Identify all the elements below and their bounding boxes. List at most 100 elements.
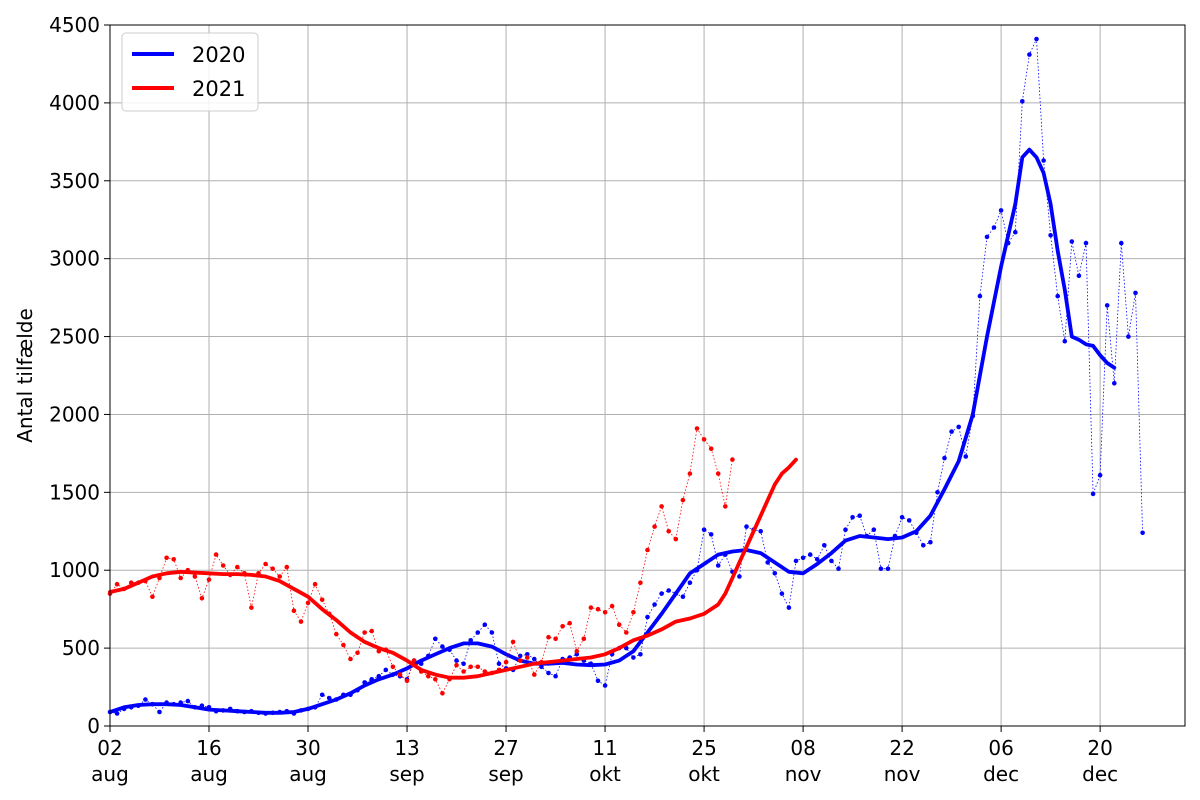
daily-point-2020 <box>489 630 495 635</box>
daily-point-2020 <box>645 614 650 620</box>
daily-point-2021 <box>220 563 226 568</box>
daily-point-2020 <box>715 563 721 568</box>
daily-point-2021 <box>701 437 707 442</box>
y-tick-label: 500 <box>62 636 100 660</box>
y-tick-label: 1500 <box>49 480 100 504</box>
daily-point-2020 <box>857 513 862 518</box>
daily-point-2021 <box>305 600 311 606</box>
daily-point-2021 <box>574 648 580 654</box>
daily-point-2021 <box>341 642 346 648</box>
y-tick-label: 3000 <box>49 247 100 271</box>
daily-point-2020 <box>143 697 148 702</box>
daily-point-2021 <box>270 566 276 571</box>
daily-point-2020 <box>998 208 1004 213</box>
x-tick-label-month: aug <box>91 762 129 786</box>
daily-point-2021 <box>673 536 679 542</box>
grid <box>109 24 1185 727</box>
daily-point-2020 <box>1062 338 1068 344</box>
x-tick-label-day: 02 <box>97 736 122 760</box>
daily-point-2020 <box>666 588 671 593</box>
daily-point-2021 <box>390 664 396 670</box>
daily-point-2020 <box>1055 293 1060 299</box>
daily-point-2020 <box>482 622 488 627</box>
x-tick-label-month: dec <box>983 762 1019 786</box>
daily-point-2021 <box>645 547 650 553</box>
daily-point-2021 <box>694 426 700 431</box>
daily-point-2020 <box>871 527 877 532</box>
daily-point-2021 <box>525 655 530 660</box>
y-tick-label: 0 <box>87 714 100 738</box>
daily-point-2021 <box>348 656 353 662</box>
daily-point-2020 <box>942 455 947 461</box>
x-tick-label-month: aug <box>190 762 228 786</box>
daily-point-2021 <box>114 581 120 587</box>
daily-point-2020 <box>708 532 714 537</box>
smoothed-line-2020 <box>108 147 1117 715</box>
series-2021 <box>107 426 798 696</box>
daily-point-2021 <box>532 672 537 677</box>
daily-point-2021 <box>411 658 417 663</box>
daily-point-2020 <box>1083 240 1089 246</box>
legend-label-2021: 2021 <box>192 77 245 101</box>
daily-point-2021 <box>199 596 205 601</box>
daily-point-2020 <box>1041 158 1046 163</box>
daily-point-2021 <box>235 564 240 570</box>
daily-point-2020 <box>468 638 474 643</box>
daily-point-2021 <box>468 664 474 670</box>
daily-point-2020 <box>793 558 799 564</box>
daily-point-2020 <box>814 557 820 562</box>
x-tick-label-month: okt <box>688 762 720 786</box>
x-tick-label-day: 11 <box>592 736 617 760</box>
daily-point-2021 <box>312 581 318 587</box>
daily-point-2020 <box>921 543 926 548</box>
daily-point-2021 <box>631 610 636 615</box>
daily-point-2021 <box>164 555 169 561</box>
daily-point-2020 <box>949 429 954 434</box>
x-tick-label-day: 20 <box>1087 736 1112 760</box>
x-tick-label-day: 25 <box>691 736 716 760</box>
daily-point-2020 <box>157 709 162 715</box>
daily-point-2020 <box>319 692 325 698</box>
daily-point-2021 <box>284 564 290 570</box>
daily-point-2021 <box>319 597 325 603</box>
daily-point-2020 <box>475 630 481 635</box>
x-tick-label-day: 16 <box>196 736 221 760</box>
smoothed-line-2021 <box>108 457 798 680</box>
daily-point-2021 <box>588 605 594 610</box>
daily-point-2021 <box>659 504 664 509</box>
daily-point-2020 <box>638 652 643 657</box>
daily-point-2021 <box>150 594 155 599</box>
daily-point-2020 <box>525 652 530 657</box>
daily-point-2020 <box>850 515 855 520</box>
y-axis-title: Antal tilfælde <box>13 308 37 443</box>
daily-point-2021 <box>440 691 445 696</box>
daily-point-2020 <box>546 670 551 676</box>
daily-point-2020 <box>326 695 332 701</box>
x-tick-label-month: nov <box>785 762 822 786</box>
x-axis: 02aug16aug30aug13sep27sep11okt25okt08nov… <box>91 726 1118 786</box>
daily-point-2020 <box>602 683 608 688</box>
daily-point-2020 <box>114 711 120 716</box>
y-tick-label: 3500 <box>49 169 100 193</box>
x-tick-label-month: sep <box>488 762 523 786</box>
daily-point-2021 <box>291 608 297 613</box>
daily-point-2020 <box>652 602 657 607</box>
y-tick-label: 4500 <box>49 13 100 37</box>
daily-point-2021 <box>369 628 375 634</box>
daily-point-2020 <box>772 571 778 576</box>
daily-point-2020 <box>1048 233 1053 238</box>
daily-point-2020 <box>1097 472 1103 478</box>
daily-point-2020 <box>1112 381 1117 386</box>
daily-point-2020 <box>899 515 905 520</box>
y-tick-label: 2500 <box>49 325 100 349</box>
daily-point-2020 <box>440 644 445 649</box>
daily-point-2020 <box>1027 52 1032 57</box>
daily-point-2021 <box>334 631 339 637</box>
daily-point-2021 <box>178 575 183 581</box>
daily-point-2021 <box>595 606 601 612</box>
daily-point-2020 <box>461 661 466 666</box>
daily-point-2021 <box>277 574 283 579</box>
daily-point-2021 <box>687 471 693 476</box>
daily-point-2021 <box>638 580 643 585</box>
daily-point-2021 <box>206 577 212 582</box>
